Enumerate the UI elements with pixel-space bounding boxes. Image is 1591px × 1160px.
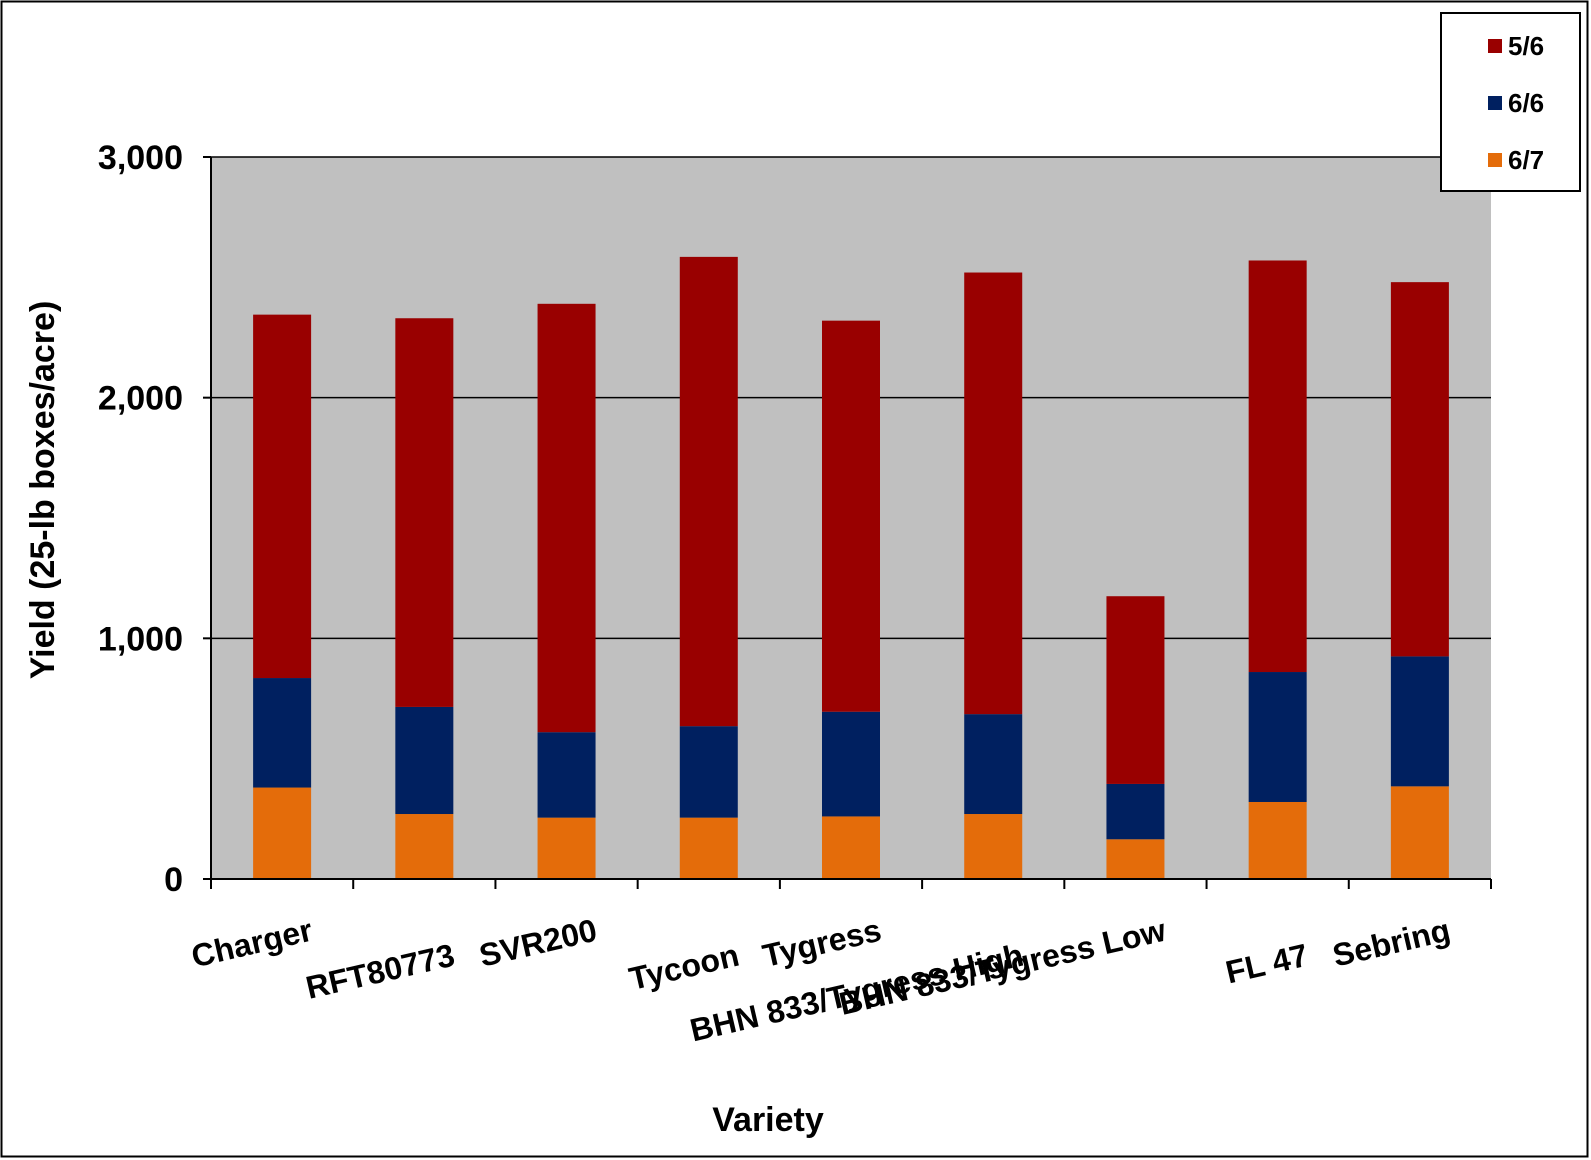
bar-segment-5-6 — [1390, 282, 1449, 657]
bar-segment-6-6 — [964, 714, 1023, 815]
bar-segment-5-6 — [679, 256, 738, 727]
y-tick-label: 2,000 — [98, 380, 183, 418]
bar-segment-6-7 — [1248, 801, 1307, 879]
bar-segment-6-6 — [1248, 672, 1307, 802]
bar-segment-6-6 — [253, 678, 312, 788]
x-axis-label: Variety — [712, 1101, 824, 1139]
bar-segment-6-7 — [537, 817, 596, 879]
y-tick-labels: 0 1,000 2,000 3,000 — [98, 139, 183, 899]
legend-swatch — [1488, 96, 1502, 110]
bar-segment-5-6 — [537, 303, 596, 733]
bar-segment-6-7 — [964, 814, 1023, 879]
bar-segment-5-6 — [822, 320, 880, 712]
bar-segment-6-7 — [679, 817, 738, 879]
bar-segment-6-7 — [395, 814, 454, 879]
bar-segment-6-7 — [1106, 839, 1165, 879]
y-tick-label: 3,000 — [98, 139, 183, 177]
bar-segment-5-6 — [395, 318, 454, 707]
legend: 5/6 6/6 6/7 — [1440, 12, 1581, 192]
legend-items: 5/6 6/6 6/7 — [1488, 31, 1544, 175]
y-tick-label: 1,000 — [98, 620, 183, 658]
bar-segment-6-7 — [1390, 786, 1449, 879]
bar-segment-6-7 — [822, 816, 880, 879]
legend-label: 6/6 — [1508, 88, 1544, 118]
bar-segment-6-6 — [537, 732, 596, 818]
bars — [253, 256, 1449, 879]
legend-swatch — [1488, 39, 1502, 53]
legend-label: 6/7 — [1508, 145, 1544, 175]
bar-segment-6-7 — [253, 787, 312, 879]
axes — [203, 156, 1492, 889]
y-axis-label: Yield (25-lb boxes/acre) — [24, 301, 62, 680]
legend-box — [1440, 12, 1581, 192]
bar-segment-5-6 — [964, 272, 1023, 715]
bar-segment-6-6 — [1106, 783, 1165, 840]
bar-segment-5-6 — [1248, 260, 1307, 673]
y-tick-label: 0 — [164, 861, 183, 899]
legend-label: 5/6 — [1508, 31, 1544, 61]
bar-segment-5-6 — [253, 314, 312, 679]
bar-segment-6-6 — [822, 711, 880, 817]
bar-segment-6-6 — [395, 706, 454, 815]
bar-segment-6-6 — [1390, 656, 1449, 787]
bar-segment-5-6 — [1106, 596, 1165, 784]
legend-swatch — [1488, 153, 1502, 167]
bar-segment-6-6 — [679, 726, 738, 818]
